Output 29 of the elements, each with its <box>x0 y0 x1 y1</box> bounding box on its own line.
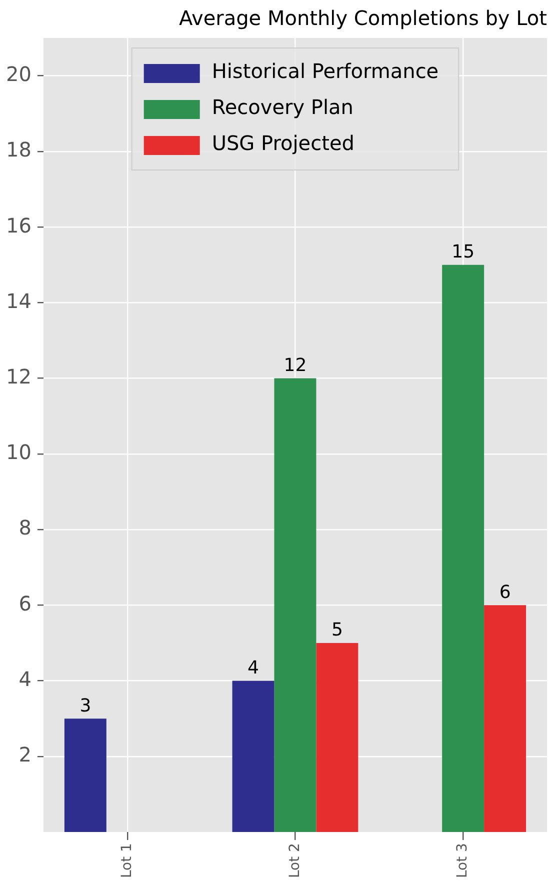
data-label: 15 <box>452 242 475 263</box>
bar <box>484 605 526 832</box>
x-tick-label: Lot 2 <box>286 843 303 878</box>
data-label: 4 <box>248 657 259 678</box>
y-tick-label: 6 <box>18 591 32 616</box>
bar <box>274 378 316 832</box>
bar <box>64 718 106 832</box>
bar <box>316 642 358 832</box>
data-label: 12 <box>284 354 307 376</box>
data-label: 5 <box>331 620 343 641</box>
data-label: 6 <box>499 582 511 603</box>
y-tick-label: 18 <box>6 138 32 162</box>
y-tick-label: 12 <box>6 364 32 389</box>
y-tick-label: 20 <box>6 62 32 86</box>
legend-label: USG Projected <box>212 131 354 156</box>
legend-label: Recovery Plan <box>212 95 354 120</box>
y-tick-label: 14 <box>6 288 32 313</box>
chart-title: Average Monthly Completions by Lot <box>178 6 548 30</box>
y-tick-label: 2 <box>18 742 32 767</box>
x-tick-label: Lot 3 <box>454 843 471 878</box>
y-tick-label: 8 <box>18 516 32 540</box>
y-tick-label: 4 <box>18 666 32 691</box>
y-tick-label: 10 <box>6 440 32 464</box>
x-tick-label: Lot 1 <box>119 843 136 878</box>
y-tick-label: 16 <box>6 213 32 238</box>
legend-label: Historical Performance <box>212 59 439 84</box>
bar <box>442 264 484 832</box>
bar <box>232 680 274 832</box>
data-label: 3 <box>80 695 92 716</box>
